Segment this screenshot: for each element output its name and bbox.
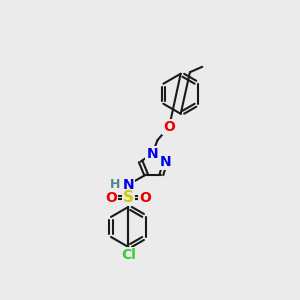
Text: Cl: Cl [121, 248, 136, 262]
Text: O: O [106, 191, 117, 205]
Text: H: H [110, 178, 120, 191]
Text: N: N [146, 147, 158, 161]
Text: N: N [122, 178, 134, 192]
Text: N: N [160, 154, 171, 169]
Text: O: O [163, 120, 175, 134]
Text: S: S [123, 190, 134, 205]
Text: O: O [139, 191, 151, 205]
